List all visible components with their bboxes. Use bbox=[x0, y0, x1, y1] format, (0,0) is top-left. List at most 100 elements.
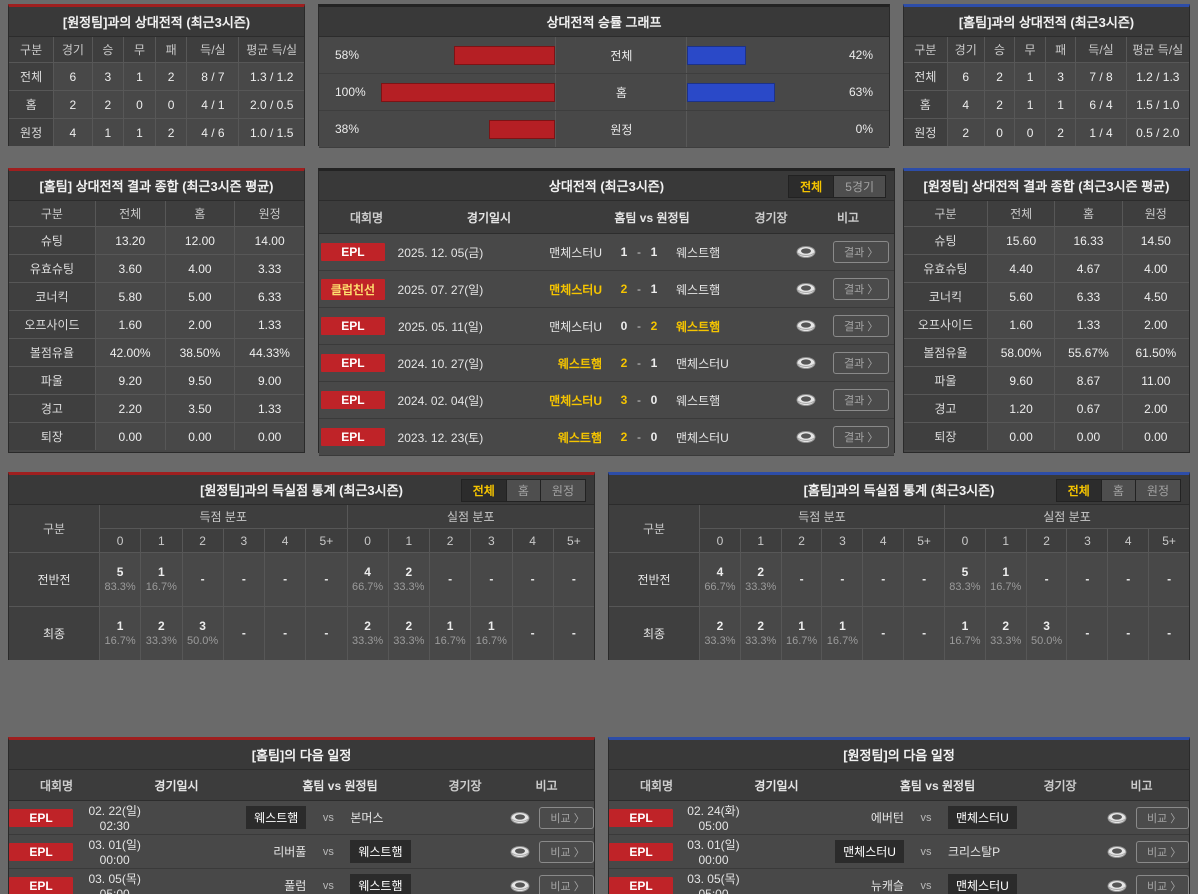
column-header: 경기 bbox=[54, 37, 92, 62]
blue-bar bbox=[687, 45, 747, 65]
compare-button[interactable]: 비교 〉 bbox=[539, 840, 594, 863]
header-note: 비고 bbox=[535, 778, 558, 793]
stadium-icon[interactable] bbox=[794, 429, 818, 445]
panel-title: [원정팀]과의 득실점 통계 (최근3시즌) 전체 홈 원정 bbox=[9, 475, 594, 505]
tab[interactable]: 원정 bbox=[539, 480, 585, 501]
match-list: EPL 2025. 12. 05(금) 맨체스터U 1 - 1 웨스트햄 결과 … bbox=[319, 234, 894, 456]
match-date: 2025. 07. 27(일) bbox=[397, 282, 484, 297]
tab[interactable]: 5경기 bbox=[833, 176, 885, 197]
table-cell: 0 bbox=[124, 91, 155, 118]
table-cell: 44.33% bbox=[235, 339, 304, 366]
result-button[interactable]: 결과 〉 bbox=[832, 352, 890, 374]
column-header: 전체 bbox=[987, 201, 1055, 226]
stadium-icon[interactable] bbox=[508, 844, 532, 860]
result-button[interactable]: 결과 〉 bbox=[832, 315, 890, 337]
table-cell: 2.00 bbox=[1122, 311, 1189, 338]
match-date: 2024. 10. 27(일) bbox=[397, 356, 484, 371]
compare-button[interactable]: 비교 〉 bbox=[1135, 874, 1189, 894]
stadium-icon[interactable] bbox=[794, 355, 818, 371]
home-team-name: 에버턴 bbox=[870, 811, 904, 825]
vs-label: vs bbox=[920, 811, 932, 824]
table-cell: 55.67% bbox=[1055, 339, 1122, 366]
table-cell: 12.00 bbox=[165, 227, 235, 254]
table-cell: 2.20 bbox=[95, 395, 165, 422]
table-cell: 3 bbox=[1045, 63, 1076, 90]
header-league: 대회명 bbox=[39, 778, 74, 793]
stadium-icon[interactable] bbox=[1105, 878, 1129, 894]
summary-table: 구분 전체 홈 원정 슈팅 13.20 12.00 14.00 유효슈팅 3.60 4.00 3.3… bbox=[9, 201, 304, 450]
table-cell: 5.00 bbox=[165, 283, 235, 310]
stadium-icon[interactable] bbox=[794, 392, 818, 408]
table-cell: 58.00% bbox=[987, 339, 1055, 366]
stadium-icon[interactable] bbox=[794, 318, 818, 334]
stadium-icon[interactable] bbox=[794, 244, 818, 260]
league-badge: EPL bbox=[9, 876, 73, 894]
goal-count-header: 4 bbox=[512, 529, 553, 552]
compare-button[interactable]: 비교 〉 bbox=[539, 874, 594, 894]
stat-cell: 2 33.3% bbox=[740, 553, 781, 606]
goal-count-header: 3 bbox=[822, 529, 863, 552]
stat-cell: 1 16.7% bbox=[985, 553, 1026, 606]
match-date: 2023. 12. 23(토) bbox=[397, 430, 484, 445]
stat-cell: - bbox=[265, 607, 306, 660]
stat-cell: 1 16.7% bbox=[822, 607, 863, 660]
goal-count-header: 2 bbox=[430, 529, 471, 552]
tab[interactable]: 홈 bbox=[1100, 480, 1135, 501]
stat-cell: - bbox=[822, 553, 863, 606]
left-bar-track bbox=[381, 111, 556, 147]
goal-count-header: 5+ bbox=[904, 529, 944, 552]
chart-row: 100% 홈 63% bbox=[319, 74, 889, 111]
table-cell: 전체 bbox=[904, 63, 947, 90]
panel-hometeam-schedule: [홈팀]의 다음 일정 대회명 경기일시 홈팀 vs 원정팀 경기장 비고 EP… bbox=[8, 737, 595, 894]
tab[interactable]: 전체 bbox=[789, 176, 834, 197]
result-button[interactable]: 결과 〉 bbox=[832, 389, 890, 411]
home-team-name: 맨체스터U bbox=[549, 282, 602, 297]
tab[interactable]: 전체 bbox=[461, 480, 506, 501]
compare-button[interactable]: 비교 〉 bbox=[1135, 840, 1189, 863]
home-team-name: 맨체스터U bbox=[835, 840, 904, 863]
table-cell: 1.60 bbox=[987, 311, 1055, 338]
table-cell: 4.00 bbox=[165, 255, 235, 282]
table-cell: 0.00 bbox=[1122, 423, 1189, 450]
stadium-icon[interactable] bbox=[1105, 810, 1129, 826]
column-header: 경기 bbox=[947, 37, 984, 62]
compare-button[interactable]: 비교 〉 bbox=[539, 806, 594, 829]
stat-cell: 1 16.7% bbox=[471, 607, 512, 660]
table-cell: 1.0 / 1.5 bbox=[239, 119, 304, 146]
stadium-icon[interactable] bbox=[508, 878, 532, 894]
tab[interactable]: 전체 bbox=[1056, 480, 1101, 501]
home-team-name: 풀럼 bbox=[284, 879, 307, 893]
stat-cell: 5 83.3% bbox=[944, 553, 985, 606]
compare-button[interactable]: 비교 〉 bbox=[1135, 806, 1189, 829]
left-percent-label: 38% bbox=[335, 122, 360, 136]
goal-stats-table: 구분 득점 분포 실점 분포 0 1 2 3 4 5+ 0 1 2 3 4 5+ 전반전 5 83.3%… bbox=[9, 505, 594, 660]
table-cell: 코너킥 bbox=[9, 283, 95, 310]
stat-cell: - bbox=[512, 607, 553, 660]
schedule-row: EPL 03. 05(목) 05:00 뉴캐슬 vs 맨체스터U 비교 〉 bbox=[609, 869, 1189, 894]
header-stadium: 경기장 bbox=[1043, 778, 1077, 793]
header-note: 비고 bbox=[1130, 778, 1153, 793]
result-button[interactable]: 결과 〉 bbox=[832, 426, 890, 448]
stat-cell: - bbox=[265, 553, 306, 606]
result-button[interactable]: 결과 〉 bbox=[832, 241, 890, 263]
league-badge: EPL bbox=[320, 243, 385, 261]
away-team-name: 맨체스터U bbox=[676, 430, 729, 445]
home-score: 1 bbox=[620, 245, 628, 259]
table-cell: 14.00 bbox=[235, 227, 304, 254]
home-team-name: 맨체스터U bbox=[549, 245, 602, 260]
table-cell: 오프사이드 bbox=[9, 311, 95, 338]
result-button[interactable]: 결과 〉 bbox=[832, 278, 890, 300]
away-team-name: 웨스트햄 bbox=[676, 282, 721, 297]
tab[interactable]: 홈 bbox=[505, 480, 540, 501]
table-cell: 1 bbox=[1015, 63, 1045, 90]
stat-cell: 2 33.3% bbox=[985, 607, 1026, 660]
stadium-icon[interactable] bbox=[1105, 844, 1129, 860]
match-row: EPL 2023. 12. 23(토) 웨스트햄 2 - 0 맨체스터U 결과 … bbox=[319, 419, 894, 456]
table-cell: 4 bbox=[947, 91, 984, 118]
home-team-name: 웨스트햄 bbox=[557, 356, 602, 371]
stadium-icon[interactable] bbox=[794, 281, 818, 297]
tab[interactable]: 원정 bbox=[1134, 480, 1180, 501]
left-bar-track bbox=[381, 37, 556, 73]
score-dash: - bbox=[637, 393, 641, 407]
stadium-icon[interactable] bbox=[508, 810, 532, 826]
